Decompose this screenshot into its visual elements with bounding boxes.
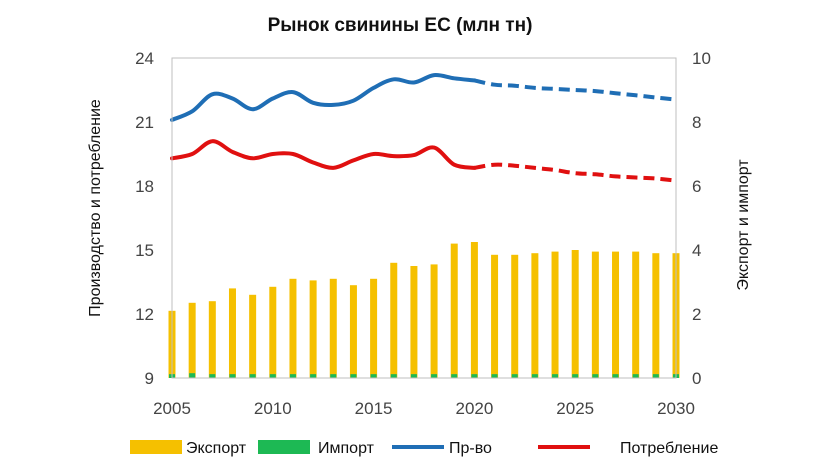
legend-swatch-import: [258, 440, 310, 454]
export-bar: [410, 266, 418, 378]
export-bar: [329, 278, 337, 378]
export-bar: [390, 262, 398, 378]
legend-label-export: Экспорт: [186, 440, 247, 457]
right-tick-label: 8: [692, 113, 701, 132]
legend: Экспорт Импорт Пр-во Потребление: [130, 440, 718, 457]
import-bar: [552, 374, 559, 378]
import-bar: [491, 374, 498, 378]
right-tick-label: 0: [692, 369, 701, 388]
export-bar: [652, 253, 660, 378]
export-bar: [450, 243, 458, 378]
lines-layer: [170, 73, 677, 183]
import-bar: [652, 374, 659, 378]
legend-label-consumption: Потребление: [620, 440, 718, 457]
x-tick-label: 2020: [455, 399, 493, 418]
export-bar: [269, 286, 277, 378]
import-bar: [249, 374, 256, 378]
plot-frame: [171, 57, 677, 379]
x-tick-label: 2015: [355, 399, 393, 418]
x-axis-ticks: 2005 2010 2015 2020 2025 2030: [153, 399, 695, 418]
bars-layer: [168, 242, 680, 378]
export-bar: [289, 278, 297, 378]
import-bar: [471, 374, 478, 378]
import-bar: [410, 374, 417, 378]
import-bar: [632, 374, 639, 378]
export-bar: [612, 251, 620, 378]
right-axis-ticks: 0 2 4 6 8 10: [692, 49, 711, 388]
import-bar: [451, 374, 458, 378]
left-axis-ticks: 9 12 15 18 21 24: [135, 49, 154, 388]
consumption-line-forecast: [474, 162, 677, 183]
left-tick-label: 18: [135, 177, 154, 196]
export-bar: [370, 278, 378, 378]
import-bar: [572, 374, 579, 378]
chart-title: Рынок свинины ЕС (млн тн): [268, 15, 533, 36]
import-bar: [350, 374, 357, 378]
right-tick-label: 2: [692, 305, 701, 324]
x-tick-label: 2010: [254, 399, 292, 418]
right-tick-label: 4: [692, 241, 701, 260]
import-bar: [511, 374, 518, 378]
export-bar: [470, 242, 478, 378]
export-bar: [228, 288, 236, 378]
import-bar: [592, 374, 599, 378]
import-bar: [531, 374, 538, 378]
export-bar: [188, 302, 196, 378]
consumption-line-actual: [170, 139, 477, 170]
export-bar: [511, 254, 519, 378]
export-bar: [531, 253, 539, 378]
export-bar: [249, 294, 257, 378]
import-bar: [330, 374, 337, 378]
right-axis-label: Экспорт и импорт: [735, 159, 752, 291]
left-tick-label: 12: [135, 305, 154, 324]
export-bar: [571, 250, 579, 378]
left-tick-label: 9: [145, 369, 154, 388]
x-tick-label: 2030: [657, 399, 695, 418]
import-bar: [209, 374, 216, 378]
left-tick-label: 15: [135, 241, 154, 260]
legend-label-import: Импорт: [318, 440, 375, 457]
import-bar: [289, 374, 296, 378]
production-line-forecast: [473, 78, 677, 102]
import-bar: [431, 374, 438, 378]
import-bar: [370, 374, 377, 378]
right-tick-label: 10: [692, 49, 711, 68]
left-tick-label: 21: [135, 113, 154, 132]
export-bar: [349, 285, 357, 378]
import-bar: [229, 374, 236, 378]
legend-swatch-export: [130, 440, 182, 454]
export-bar: [551, 251, 559, 378]
legend-label-production: Пр-во: [449, 440, 492, 457]
import-bar: [612, 374, 619, 378]
export-bar: [309, 280, 317, 378]
export-bar: [632, 251, 640, 378]
left-tick-label: 24: [135, 49, 154, 68]
import-bar: [269, 374, 276, 378]
right-tick-label: 6: [692, 177, 701, 196]
x-tick-label: 2005: [153, 399, 191, 418]
export-bar: [591, 251, 599, 378]
import-bar: [189, 373, 196, 378]
x-tick-label: 2025: [556, 399, 594, 418]
export-bar: [430, 264, 438, 378]
import-bar: [390, 374, 397, 378]
import-bar: [310, 374, 317, 378]
left-axis-label: Производство и потребление: [87, 99, 104, 317]
production-line-actual: [170, 73, 477, 122]
export-bar: [208, 301, 216, 378]
export-bar: [491, 254, 499, 378]
